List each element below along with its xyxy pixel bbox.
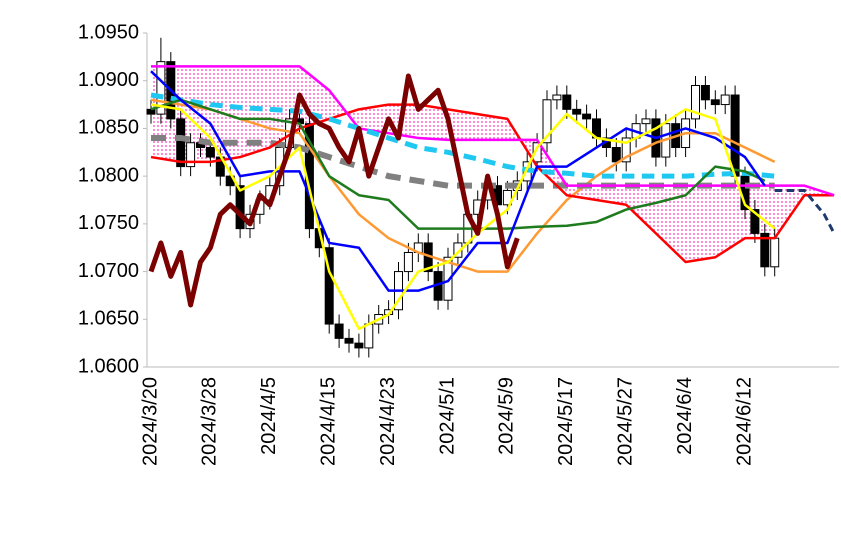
candle-body <box>176 118 186 168</box>
x-tick-label: 2024/5/9 <box>496 377 518 455</box>
candle-body <box>730 94 740 177</box>
line-series <box>150 92 775 179</box>
y-tick-label: 1.0850 <box>78 117 139 139</box>
candle-body <box>641 118 651 125</box>
candle-body <box>235 185 245 230</box>
x-tick-label: 2024/5/1 <box>436 377 458 455</box>
candle-body <box>770 237 780 268</box>
candle-body <box>324 247 334 325</box>
x-tick-label: 2024/4/23 <box>377 377 399 466</box>
candle-body <box>364 323 374 349</box>
candle-body <box>205 147 215 158</box>
candle-body <box>611 147 621 163</box>
y-tick-label: 1.0950 <box>78 21 139 43</box>
y-tick-label: 1.0700 <box>78 260 139 282</box>
candle-body <box>621 137 631 163</box>
line-series <box>150 98 766 230</box>
candle-body <box>403 251 413 273</box>
candle-body <box>344 337 354 344</box>
candle-body <box>502 189 512 206</box>
y-tick-label: 1.0650 <box>78 308 139 330</box>
candle-body <box>443 256 453 301</box>
line-series <box>774 188 836 235</box>
candle-body <box>750 209 760 234</box>
line-series <box>150 70 766 292</box>
line-series <box>150 98 776 273</box>
candle-body <box>582 113 592 120</box>
candle-body <box>532 142 542 163</box>
line-series <box>150 103 776 331</box>
candle-body <box>146 108 156 115</box>
x-tick-label: 2024/5/17 <box>555 377 577 466</box>
y-tick-label: 1.0600 <box>78 355 139 377</box>
y-tick-label: 1.0900 <box>78 69 139 91</box>
y-tick-label: 1.0750 <box>78 212 139 234</box>
line-series <box>150 103 835 264</box>
line-series <box>148 73 520 308</box>
x-tick-label: 2024/4/5 <box>258 377 280 455</box>
candle-body <box>156 61 166 115</box>
candle-body <box>354 342 364 349</box>
candle-body <box>572 108 582 115</box>
candle-body <box>542 99 552 144</box>
x-tick-label: 2024/6/12 <box>733 377 755 466</box>
x-tick-label: 2024/3/28 <box>199 377 221 466</box>
x-tick-label: 2024/4/15 <box>317 377 339 466</box>
candle-body <box>710 99 720 106</box>
candle-body <box>700 84 710 101</box>
candle-body <box>334 323 344 339</box>
y-tick-label: 1.0800 <box>78 164 139 186</box>
x-tick-label: 2024/3/20 <box>139 377 161 466</box>
candle-body <box>552 94 562 101</box>
x-tick-label: 2024/5/27 <box>614 377 636 466</box>
candle-body <box>186 142 196 168</box>
line-series <box>151 65 835 197</box>
x-tick-label: 2024/6/4 <box>674 377 696 455</box>
candle-body <box>720 94 730 106</box>
candle-body <box>562 94 572 110</box>
candle-body <box>760 232 770 268</box>
candle-body <box>691 84 700 120</box>
